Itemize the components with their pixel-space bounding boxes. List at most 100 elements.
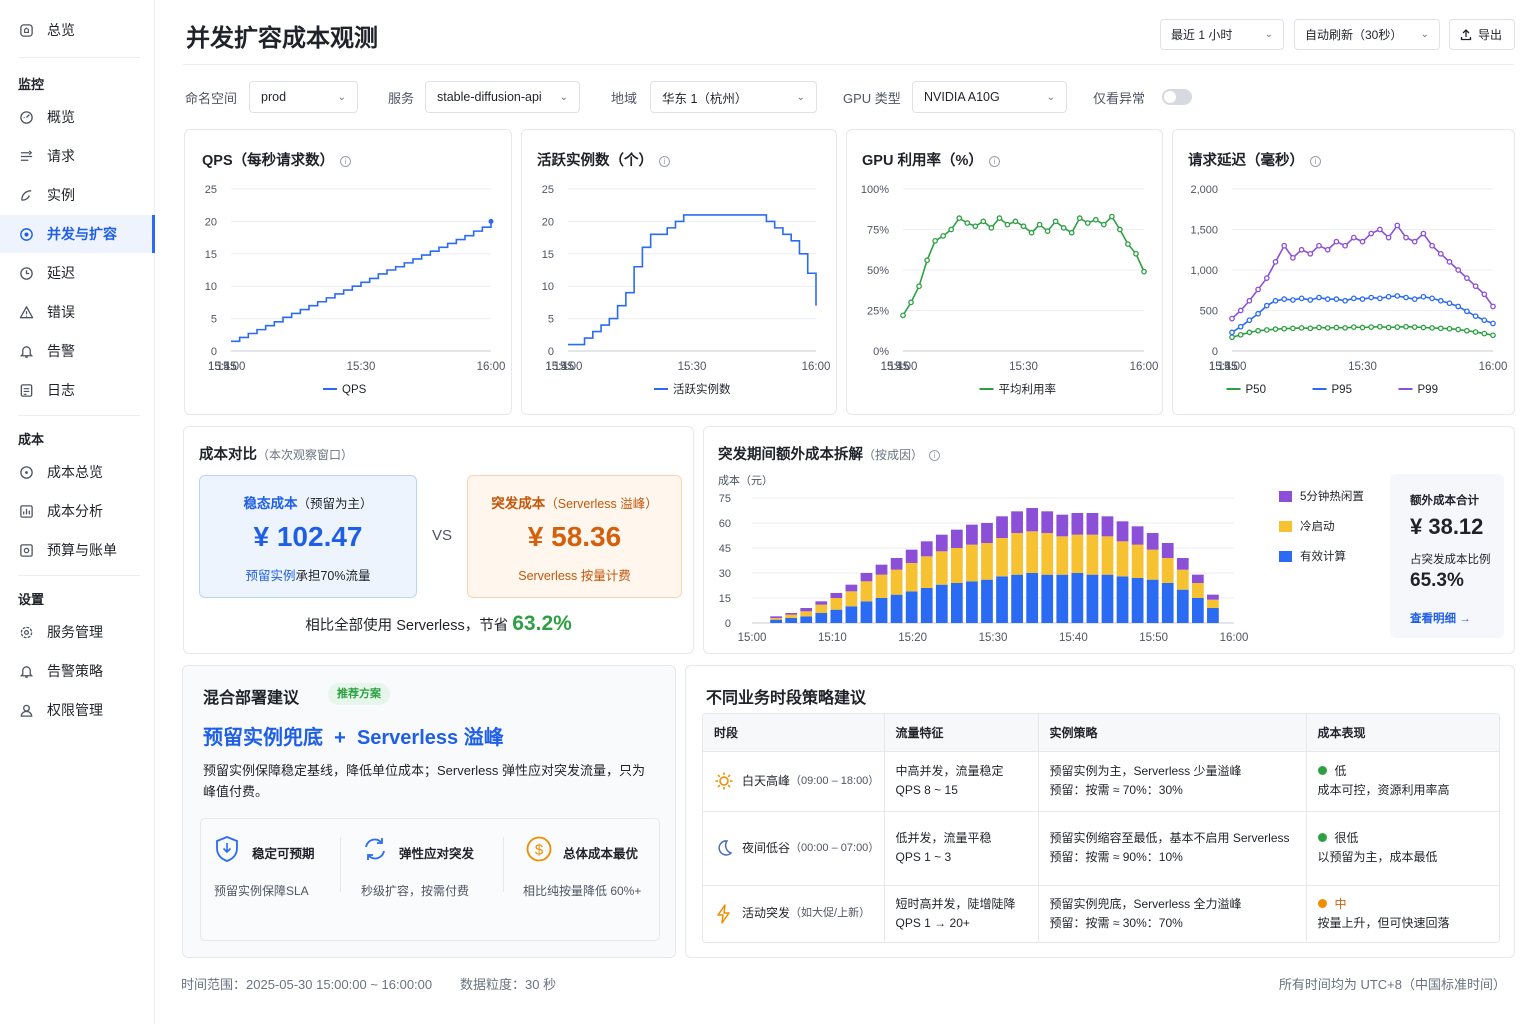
y-tick-label: 5 bbox=[548, 314, 554, 326]
bar-segment-5分钟热闲置 bbox=[800, 608, 813, 612]
sidebar-item-instances[interactable]: 实例 bbox=[0, 176, 155, 214]
bar-segment-有效计算 bbox=[815, 613, 828, 623]
auto-refresh-select[interactable]: 自动刷新（30秒） ⌄ bbox=[1294, 19, 1440, 50]
view-details-link[interactable]: 查看明细 → bbox=[1410, 613, 1471, 625]
bar-segment-冷启动 bbox=[1041, 533, 1054, 575]
sidebar-item-cost-analysis[interactable]: 成本分析 bbox=[0, 492, 155, 530]
data-point bbox=[1403, 294, 1409, 301]
export-button[interactable]: 导出 bbox=[1449, 19, 1515, 50]
sidebar-item-cost-overview[interactable]: 成本总览 bbox=[0, 453, 155, 491]
bar-segment-有效计算 bbox=[966, 581, 978, 623]
anomaly-only-toggle[interactable] bbox=[1162, 89, 1192, 105]
data-point bbox=[1385, 293, 1392, 300]
data-point bbox=[1246, 329, 1253, 336]
info-icon[interactable]: i bbox=[1310, 156, 1321, 167]
data-point bbox=[1403, 323, 1409, 330]
sidebar-item-requests[interactable]: 请求 bbox=[0, 137, 155, 175]
sidebar-item-overview[interactable]: 总览 bbox=[0, 11, 155, 49]
info-icon[interactable]: i bbox=[340, 156, 352, 167]
info-icon[interactable]: i bbox=[988, 156, 1000, 167]
info-icon[interactable]: i bbox=[929, 450, 941, 461]
region-label: 地域 bbox=[611, 91, 638, 106]
data-point bbox=[1246, 297, 1253, 304]
data-point bbox=[1229, 334, 1235, 341]
y-tick-label: 25 bbox=[542, 184, 554, 196]
info-icon[interactable]: i bbox=[659, 156, 670, 167]
data-point bbox=[996, 215, 1003, 222]
x-tick-label: 15:50 bbox=[1139, 632, 1168, 644]
gear-icon bbox=[18, 624, 34, 640]
burst-cost-title: 突发成本（Serverless 溢峰） bbox=[491, 496, 658, 511]
bar-segment-有效计算 bbox=[1146, 579, 1159, 623]
data-point bbox=[1020, 223, 1027, 230]
dashboard-icon bbox=[18, 109, 34, 125]
data-point bbox=[1437, 325, 1444, 332]
series-line-QPS bbox=[231, 221, 492, 343]
hybrid-deploy-title: 混合部署建议 bbox=[203, 690, 300, 707]
bar-segment-有效计算 bbox=[1056, 574, 1069, 623]
data-point bbox=[1290, 297, 1296, 303]
granularity-note: 数据粒度：30 秒 bbox=[460, 977, 557, 992]
data-point bbox=[1298, 295, 1305, 302]
sidebar-item-scaling[interactable]: 并发与扩容 bbox=[0, 215, 155, 253]
service-select[interactable]: stable-diffusion-api ⌄ bbox=[425, 81, 580, 113]
user-icon bbox=[18, 702, 34, 718]
bar-segment-冷启动 bbox=[800, 611, 813, 617]
bar-segment-有效计算 bbox=[1026, 573, 1039, 623]
request-icon bbox=[18, 148, 34, 164]
sidebar-item-service-mgmt[interactable]: 服务管理 bbox=[0, 613, 155, 651]
bar-segment-有效计算 bbox=[1176, 589, 1189, 623]
namespace-select[interactable]: prod ⌄ bbox=[249, 81, 358, 113]
data-point bbox=[1490, 303, 1496, 310]
data-point bbox=[1446, 300, 1453, 307]
cost-breakdown-card: 突发期间额外成本拆解（按成因） i 成本（元） 0 15 30 45 60 75 15:00 1… bbox=[703, 426, 1515, 654]
gpu-type-label: GPU 类型 bbox=[843, 91, 901, 106]
hybrid-headline: 预留实例兜底 + Serverless 溢峰 bbox=[203, 727, 504, 749]
y-tick-label: 75% bbox=[867, 225, 889, 237]
strategy-cell: 预留实例缩容至最低，基本不启用 Serverless 预留：按需 ≈ 90%：10… bbox=[1037, 811, 1306, 886]
table-row: 夜间低谷 （00:00 – 07:00） 低并发，流量平稳 QPS 1 ~ 3 预留… bbox=[703, 811, 1499, 886]
qps-chart-title: QPS（每秒请求数） i bbox=[202, 149, 352, 170]
status-dot bbox=[1317, 766, 1327, 775]
bar-segment-冷启动 bbox=[1026, 531, 1039, 573]
sidebar-item-errors[interactable]: 错误 bbox=[0, 293, 155, 331]
sidebar-item-latency[interactable]: 延迟 bbox=[0, 254, 155, 292]
gpu-type-select[interactable]: NVIDIA A10G ⌄ bbox=[912, 81, 1067, 113]
data-point bbox=[1004, 221, 1011, 228]
data-point bbox=[1350, 324, 1357, 330]
instances-chart-title: 活跃实例数（个） i bbox=[537, 149, 670, 170]
x-tick-label: 15:40 bbox=[1059, 632, 1088, 644]
bar-segment-冷启动 bbox=[1207, 599, 1219, 608]
bar-segment-5分钟热闲置 bbox=[770, 616, 782, 618]
series-line-活跃实例数 bbox=[568, 214, 817, 346]
data-point bbox=[1044, 228, 1051, 234]
steady-cost-value: ¥ 102.47 bbox=[253, 521, 363, 552]
y-tick-label: 2,000 bbox=[1190, 184, 1218, 196]
data-point bbox=[1368, 230, 1375, 237]
sidebar-section-monitor: 监控 bbox=[18, 77, 45, 92]
y-tick-label: 25% bbox=[867, 306, 889, 318]
bar-segment-有效计算 bbox=[770, 619, 782, 623]
feature-desc: 相比纯按量降低 60%+ bbox=[523, 884, 642, 898]
period-cell: 白天高峰 （09:00 – 18:00） bbox=[703, 751, 884, 812]
sidebar-item-dashboard[interactable]: 概览 bbox=[0, 98, 155, 136]
region-select[interactable]: 华东 1（杭州） ⌄ bbox=[650, 81, 817, 113]
sidebar-item-budget[interactable]: 预算与账单 bbox=[0, 531, 155, 569]
data-point bbox=[1281, 325, 1288, 332]
time-range-select[interactable]: 最近 1 小时 ⌄ bbox=[1160, 19, 1284, 50]
sidebar-item-alert-policy[interactable]: 告警策略 bbox=[0, 652, 155, 690]
sidebar-divider bbox=[18, 57, 140, 58]
data-point bbox=[1281, 296, 1288, 303]
data-point bbox=[1481, 317, 1488, 324]
sidebar-item-label: 预算与账单 bbox=[47, 542, 117, 558]
bar-segment-有效计算 bbox=[981, 579, 993, 623]
sidebar-item-logs[interactable]: 日志 bbox=[0, 371, 155, 409]
sidebar-item-alerts[interactable]: 告警 bbox=[0, 332, 155, 370]
y-tick-label: 30 bbox=[719, 568, 731, 580]
sidebar-item-permissions[interactable]: 权限管理 bbox=[0, 691, 155, 729]
burst-cost-note: Serverless 按量计费 bbox=[518, 569, 631, 583]
service-value: stable-diffusion-api bbox=[437, 90, 542, 104]
x-tick-label: 15:00 bbox=[889, 361, 918, 373]
data-point bbox=[1350, 295, 1357, 302]
